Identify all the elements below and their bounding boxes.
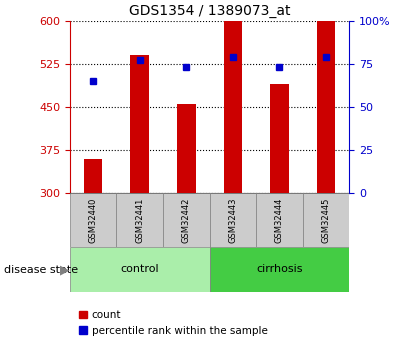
Bar <box>163 193 210 247</box>
Bar <box>116 193 163 247</box>
Text: GSM32442: GSM32442 <box>182 197 191 243</box>
Text: GSM32443: GSM32443 <box>229 197 238 243</box>
Text: GSM32445: GSM32445 <box>321 197 330 243</box>
Bar <box>303 193 349 247</box>
Text: ▶: ▶ <box>60 263 70 276</box>
Bar <box>224 21 242 193</box>
Bar <box>270 84 289 193</box>
Bar <box>84 159 102 193</box>
Bar <box>317 21 335 193</box>
Bar <box>256 193 303 247</box>
Bar <box>210 247 349 292</box>
Legend: count, percentile rank within the sample: count, percentile rank within the sample <box>75 306 272 340</box>
Bar <box>70 247 210 292</box>
Title: GDS1354 / 1389073_at: GDS1354 / 1389073_at <box>129 4 290 18</box>
Text: GSM32444: GSM32444 <box>275 197 284 243</box>
Bar <box>130 55 149 193</box>
Text: control: control <box>120 264 159 274</box>
Text: disease state: disease state <box>4 265 78 275</box>
Bar <box>70 193 116 247</box>
Text: cirrhosis: cirrhosis <box>256 264 303 274</box>
Text: GSM32440: GSM32440 <box>89 197 98 243</box>
Bar <box>177 104 196 193</box>
Text: GSM32441: GSM32441 <box>135 197 144 243</box>
Bar <box>210 193 256 247</box>
